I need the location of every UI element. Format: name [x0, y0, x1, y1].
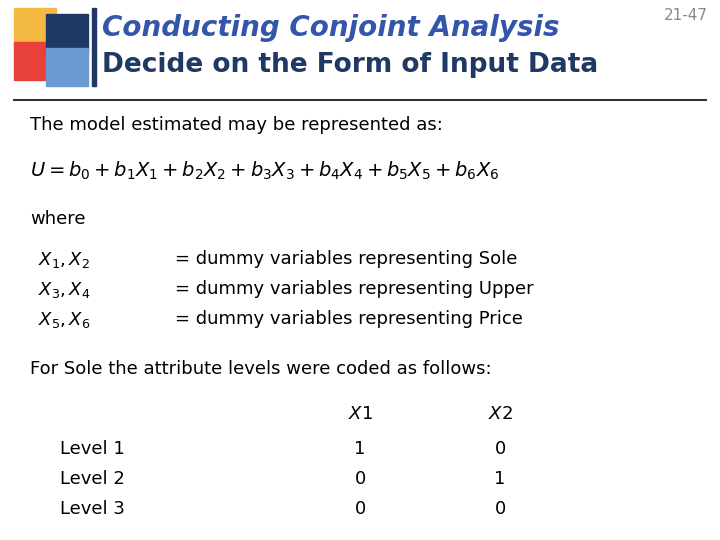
- Text: 0: 0: [354, 470, 366, 488]
- Text: = dummy variables representing Price: = dummy variables representing Price: [175, 310, 523, 328]
- Text: Decide on the Form of Input Data: Decide on the Form of Input Data: [102, 52, 598, 78]
- Text: 0: 0: [495, 500, 505, 518]
- Text: Level 3: Level 3: [60, 500, 125, 518]
- Text: Conducting Conjoint Analysis: Conducting Conjoint Analysis: [102, 14, 559, 42]
- Text: 1: 1: [495, 470, 505, 488]
- Text: The model estimated may be represented as:: The model estimated may be represented a…: [30, 116, 443, 134]
- Text: $\it{X}_1, \it{X}_2$: $\it{X}_1, \it{X}_2$: [38, 250, 90, 270]
- Text: For Sole the attribute levels were coded as follows:: For Sole the attribute levels were coded…: [30, 360, 492, 378]
- Text: = dummy variables representing Sole: = dummy variables representing Sole: [175, 250, 518, 268]
- Text: $\it{X}_5, \it{X}_6$: $\it{X}_5, \it{X}_6$: [38, 310, 91, 330]
- Text: 0: 0: [495, 440, 505, 458]
- Text: 21-47: 21-47: [664, 8, 708, 23]
- Bar: [14, 8, 56, 46]
- Text: where: where: [30, 210, 86, 228]
- Bar: [92, 8, 96, 86]
- Text: 1: 1: [354, 440, 366, 458]
- Bar: [46, 48, 88, 86]
- Bar: [46, 14, 88, 52]
- Bar: [14, 42, 56, 80]
- Text: $\it{X1}$: $\it{X1}$: [348, 405, 372, 423]
- Text: $\it{X}_3, \it{X}_4$: $\it{X}_3, \it{X}_4$: [38, 280, 91, 300]
- Text: $\it{X2}$: $\it{X2}$: [487, 405, 513, 423]
- Text: $U = b_0 + b_1X_1 + b_2X_2 + b_3X_3 + b_4X_4 + b_5X_5 + b_6X_6$: $U = b_0 + b_1X_1 + b_2X_2 + b_3X_3 + b_…: [30, 160, 499, 183]
- Text: 0: 0: [354, 500, 366, 518]
- Text: Level 2: Level 2: [60, 470, 125, 488]
- Text: Level 1: Level 1: [60, 440, 125, 458]
- Text: = dummy variables representing Upper: = dummy variables representing Upper: [175, 280, 534, 298]
